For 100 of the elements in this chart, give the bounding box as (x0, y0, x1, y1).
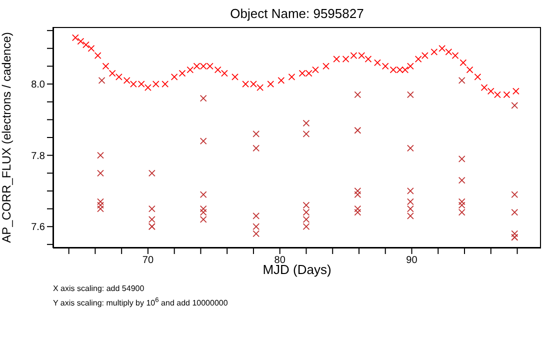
point (98, 77, 106, 84)
point (170, 73, 178, 80)
point (406, 188, 414, 194)
point (503, 91, 510, 98)
point (511, 191, 518, 198)
point (333, 56, 340, 63)
point (148, 170, 156, 177)
point (97, 152, 104, 159)
point (354, 191, 362, 198)
point (97, 202, 104, 209)
point (458, 198, 466, 206)
point (278, 77, 285, 84)
point (364, 56, 372, 63)
point (458, 176, 466, 184)
point (97, 170, 104, 177)
point (302, 208, 310, 216)
point (288, 73, 296, 80)
point (302, 120, 310, 127)
point (406, 91, 414, 98)
point (430, 48, 438, 56)
point (77, 38, 84, 45)
point (148, 216, 156, 223)
point (302, 223, 310, 230)
point (94, 52, 102, 59)
point (354, 188, 362, 194)
point (200, 216, 207, 223)
point (406, 198, 414, 206)
point (97, 198, 104, 206)
text: X axis scaling: add 54900 (53, 284, 144, 293)
point (458, 155, 466, 162)
point (406, 212, 414, 220)
point (302, 202, 310, 209)
point (312, 66, 319, 74)
point (511, 208, 518, 216)
point (267, 80, 274, 88)
x-tick-label: 70 (142, 255, 154, 266)
point (354, 126, 362, 134)
point (458, 208, 466, 216)
point (511, 230, 518, 238)
point (466, 66, 474, 74)
point (148, 205, 156, 212)
point (178, 70, 186, 77)
point (421, 52, 428, 59)
point (200, 94, 207, 102)
chart-title: Object Name: 9595827 (229, 6, 365, 21)
point (511, 102, 518, 109)
point (252, 230, 260, 238)
point (458, 77, 466, 84)
point (152, 80, 160, 88)
point (460, 59, 467, 66)
point (438, 44, 446, 52)
point (302, 130, 310, 138)
point (108, 70, 116, 77)
point (256, 84, 264, 92)
point (123, 77, 130, 84)
point (252, 130, 260, 138)
point (82, 41, 90, 48)
point (102, 62, 110, 70)
text: Y axis scaling: multiply by 10$^{6}$ and add 10000000 (53, 297, 228, 308)
point (354, 91, 362, 98)
point (406, 205, 414, 212)
point (97, 205, 104, 212)
point (494, 91, 501, 98)
point (374, 59, 381, 66)
point (252, 223, 260, 230)
point (445, 48, 452, 56)
point (452, 52, 459, 59)
point (512, 88, 520, 95)
point (406, 62, 414, 70)
y-axis-title: AP_CORR_FLUX (electrons / cadence) (0, 32, 14, 243)
point (474, 73, 482, 80)
point (354, 205, 362, 212)
point (458, 202, 466, 209)
point (302, 216, 310, 223)
point (252, 212, 260, 220)
point (480, 84, 488, 92)
point (88, 44, 95, 52)
point (144, 84, 152, 92)
point (221, 70, 228, 77)
point (342, 56, 350, 63)
point (162, 80, 169, 88)
point (487, 88, 494, 95)
point (322, 62, 330, 70)
point (406, 144, 414, 152)
point (200, 191, 207, 198)
point (200, 138, 207, 145)
x-tick-label: 90 (406, 255, 418, 266)
point (354, 208, 362, 216)
point (186, 66, 194, 74)
point (232, 73, 238, 80)
point (115, 73, 122, 80)
point (252, 144, 260, 152)
point (382, 62, 389, 70)
point (72, 34, 79, 42)
y-tick-label: 7.8 (31, 150, 46, 162)
point (200, 208, 207, 216)
y-tick-label: 7.6 (31, 222, 46, 234)
point (200, 205, 207, 212)
point (414, 56, 422, 63)
point (214, 66, 222, 74)
